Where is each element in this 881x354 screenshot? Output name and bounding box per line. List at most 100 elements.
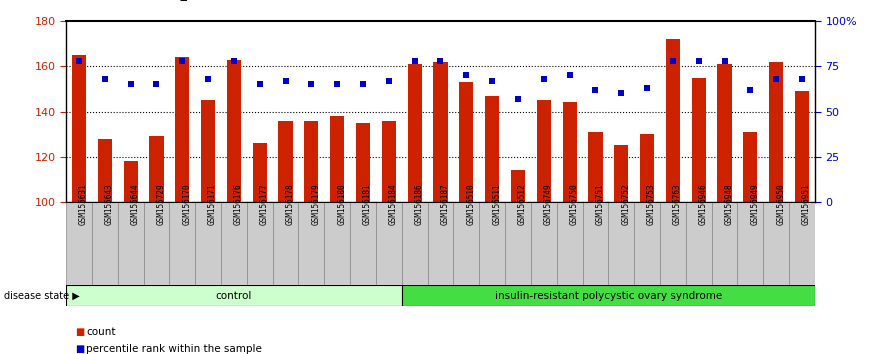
Text: GSM156171: GSM156171	[208, 183, 217, 225]
Bar	[92, 202, 118, 285]
Bar	[589, 132, 603, 202]
Bar	[660, 202, 685, 285]
Bar	[717, 64, 731, 202]
Bar	[175, 57, 189, 202]
Point	[666, 58, 680, 64]
Bar	[485, 96, 500, 202]
Bar	[150, 136, 164, 202]
Text: count: count	[86, 327, 115, 337]
Point	[98, 76, 112, 82]
Point	[563, 73, 577, 78]
Text: GSM155631: GSM155631	[79, 183, 88, 225]
Bar	[72, 55, 86, 202]
Bar	[272, 202, 299, 285]
Point	[537, 76, 551, 82]
Text: GSM156950: GSM156950	[776, 183, 785, 225]
Text: GSM156184: GSM156184	[389, 183, 398, 225]
Bar	[278, 120, 292, 202]
Text: control: control	[216, 291, 252, 301]
Text: disease state ▶: disease state ▶	[4, 291, 80, 301]
Bar	[118, 202, 144, 285]
Text: GSM156948: GSM156948	[724, 183, 734, 225]
Text: ■: ■	[75, 344, 84, 354]
Bar	[640, 134, 655, 202]
Bar	[789, 202, 815, 285]
Bar	[479, 202, 505, 285]
Text: GSM156180: GSM156180	[337, 183, 346, 225]
Point	[433, 58, 448, 64]
Bar	[98, 139, 112, 202]
Text: GSM156187: GSM156187	[440, 183, 449, 225]
Bar	[247, 202, 272, 285]
Bar	[537, 100, 551, 202]
Point	[175, 58, 189, 64]
Text: GSM156177: GSM156177	[260, 183, 269, 225]
Bar	[226, 59, 241, 202]
Point	[381, 78, 396, 84]
Bar	[692, 78, 706, 202]
Bar	[737, 202, 763, 285]
Text: GSM156751: GSM156751	[596, 183, 604, 225]
Point	[72, 58, 86, 64]
Point	[511, 96, 525, 102]
Text: GSM156512: GSM156512	[518, 183, 527, 225]
Bar	[169, 202, 196, 285]
Bar	[795, 91, 809, 202]
Bar	[196, 202, 221, 285]
Text: GSM156181: GSM156181	[363, 183, 372, 225]
Point	[744, 87, 758, 93]
Text: GSM156186: GSM156186	[415, 183, 424, 225]
Text: ■: ■	[75, 327, 84, 337]
Point	[330, 81, 344, 87]
Bar	[712, 202, 737, 285]
Bar	[330, 116, 344, 202]
Point	[769, 76, 783, 82]
Bar	[66, 285, 402, 306]
Bar	[454, 202, 479, 285]
Bar	[582, 202, 609, 285]
Point	[459, 73, 473, 78]
Bar	[402, 202, 427, 285]
Text: GSM156179: GSM156179	[311, 183, 321, 225]
Text: percentile rank within the sample: percentile rank within the sample	[86, 344, 263, 354]
Text: GSM156749: GSM156749	[544, 183, 552, 225]
Point	[278, 78, 292, 84]
Text: GSM156176: GSM156176	[234, 183, 243, 225]
Bar	[609, 202, 634, 285]
Text: GSM156750: GSM156750	[570, 183, 579, 225]
Point	[253, 81, 267, 87]
Point	[227, 58, 241, 64]
Point	[795, 76, 809, 82]
Bar	[376, 202, 402, 285]
Bar	[221, 202, 247, 285]
Bar	[459, 82, 473, 202]
Text: GSM156951: GSM156951	[802, 183, 811, 225]
Point	[123, 81, 137, 87]
Point	[150, 81, 164, 87]
Bar	[356, 123, 370, 202]
Bar	[511, 170, 525, 202]
Bar	[614, 145, 628, 202]
Bar	[299, 202, 324, 285]
Point	[640, 85, 654, 91]
Bar	[634, 202, 660, 285]
Bar	[324, 202, 350, 285]
Bar	[66, 202, 92, 285]
Point	[408, 58, 422, 64]
Bar	[769, 62, 783, 202]
Text: GSM156949: GSM156949	[751, 183, 759, 225]
Bar	[433, 62, 448, 202]
Bar	[531, 202, 557, 285]
Bar	[144, 202, 169, 285]
Text: GSM156752: GSM156752	[621, 183, 630, 225]
Text: GSM156178: GSM156178	[285, 183, 294, 225]
Point	[614, 91, 628, 96]
Bar	[201, 100, 215, 202]
Point	[717, 58, 731, 64]
Bar	[763, 202, 789, 285]
Text: GSM156510: GSM156510	[466, 183, 476, 225]
Bar	[427, 202, 454, 285]
Text: GSM155643: GSM155643	[105, 183, 114, 225]
Point	[485, 78, 500, 84]
Bar	[381, 120, 396, 202]
